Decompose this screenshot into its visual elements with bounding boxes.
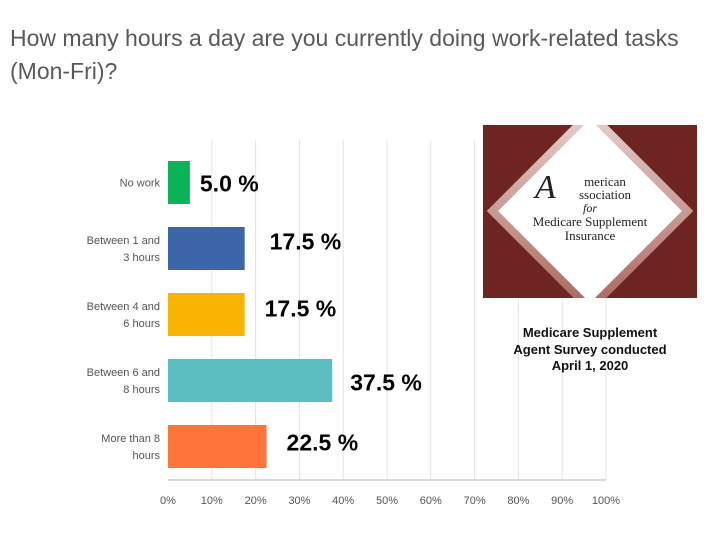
- category-label: 6 hours: [123, 318, 160, 330]
- x-tick-label: 40%: [332, 495, 354, 507]
- category-label: Between 4 and: [87, 301, 160, 313]
- category-label: 3 hours: [123, 252, 160, 264]
- x-tick-label: 50%: [376, 495, 398, 507]
- x-tick-label: 60%: [420, 495, 442, 507]
- logo-text: A merican ssociation for Medicare Supple…: [532, 169, 648, 243]
- bar: [168, 293, 245, 336]
- category-label: No work: [120, 178, 161, 190]
- data-label: 17.5 %: [270, 229, 342, 255]
- aamsi-logo: A merican ssociation for Medicare Supple…: [483, 125, 697, 298]
- x-tick-label: 0%: [160, 495, 176, 507]
- bar: [168, 161, 190, 204]
- category-label: Between 1 and: [87, 235, 160, 247]
- category-label: Between 6 and: [87, 367, 160, 379]
- data-label: 37.5 %: [350, 370, 422, 396]
- survey-caption: Medicare Supplement Agent Survey conduct…: [513, 325, 667, 373]
- x-tick-label: 80%: [507, 495, 529, 507]
- bar: [168, 227, 245, 270]
- data-label: 5.0 %: [200, 171, 259, 197]
- x-tick-label: 90%: [551, 495, 573, 507]
- bar: [168, 359, 333, 402]
- x-tick-label: 20%: [245, 495, 267, 507]
- x-tick-label: 30%: [288, 495, 310, 507]
- x-tick-label: 70%: [464, 495, 486, 507]
- bar: [168, 425, 267, 468]
- category-label: 8 hours: [123, 384, 160, 396]
- chart-title: How many hours a day are you currently d…: [10, 25, 679, 84]
- category-label: More than 8: [101, 433, 160, 445]
- category-label: hours: [132, 450, 160, 462]
- x-tick-label: 100%: [592, 495, 620, 507]
- data-label: 17.5 %: [265, 296, 337, 322]
- x-tick-label: 10%: [201, 495, 223, 507]
- data-label: 22.5 %: [287, 430, 359, 456]
